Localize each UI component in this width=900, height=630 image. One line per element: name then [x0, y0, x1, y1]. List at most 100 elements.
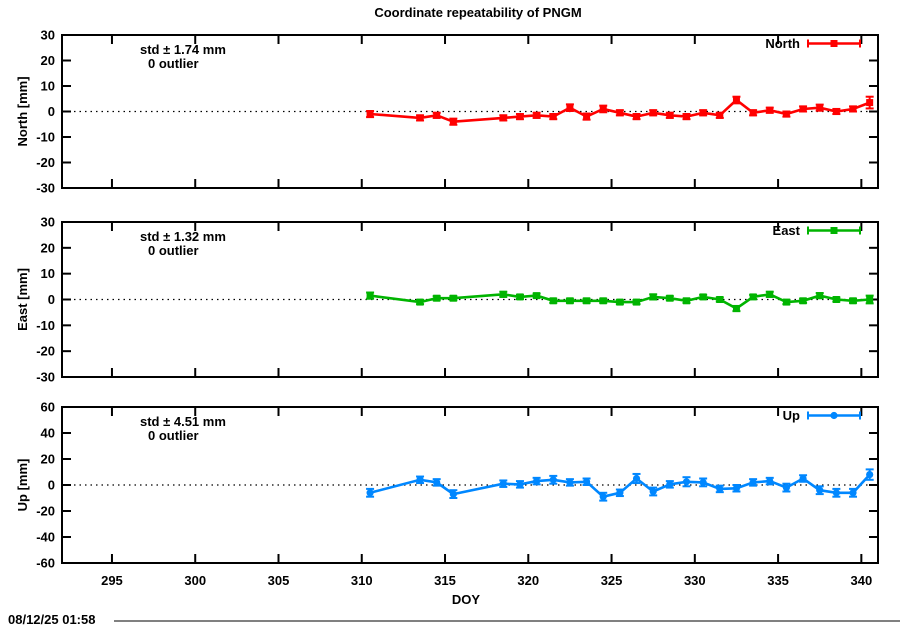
data-point	[766, 290, 774, 298]
data-point	[782, 484, 791, 492]
data-point	[699, 478, 707, 486]
data-point	[566, 297, 574, 305]
data-point	[416, 476, 424, 484]
y-tick-label: -40	[36, 530, 55, 545]
y-tick-label: -60	[36, 556, 55, 571]
outlier-count-label: 0 outlier	[148, 56, 199, 71]
data-point	[549, 113, 557, 121]
data-point	[533, 111, 541, 119]
data-point	[583, 297, 591, 305]
data-point	[433, 478, 441, 486]
x-tick-label: 340	[850, 573, 872, 588]
std-label: std ± 1.74 mm	[140, 42, 226, 57]
x-tick-label: 335	[767, 573, 789, 588]
legend: East	[773, 223, 861, 238]
data-point	[666, 111, 674, 119]
x-tick-label: 310	[351, 573, 373, 588]
data-point	[599, 297, 607, 305]
data-point	[599, 105, 607, 113]
data-point	[533, 292, 541, 300]
x-tick-label: 300	[184, 573, 206, 588]
data-point	[499, 290, 507, 298]
y-tick-label: 20	[41, 452, 55, 467]
data-point	[499, 480, 507, 488]
data-point	[849, 297, 857, 305]
data-point	[849, 105, 857, 113]
data-point	[682, 478, 691, 486]
data-point	[699, 109, 707, 117]
data-point	[616, 298, 624, 306]
panel-up: -60 -40 -20 0 20 40 60 std ± 4.51 mm0 outlier Up…	[15, 400, 879, 571]
y-tick-label: -20	[36, 504, 55, 519]
y-tick-label: 30	[41, 28, 55, 43]
data-point	[749, 478, 757, 486]
data-point	[732, 96, 740, 104]
data-point	[416, 298, 424, 306]
y-axis-label: East [mm]	[15, 268, 30, 331]
panel-border	[61, 406, 879, 564]
x-tick-label: 315	[434, 573, 456, 588]
y-tick-label: 10	[41, 79, 55, 94]
data-point	[549, 297, 557, 305]
y-tick-label: 60	[41, 400, 55, 415]
data-point	[749, 293, 757, 301]
data-point	[699, 293, 707, 301]
y-tick-label: -10	[36, 130, 55, 145]
data-point	[449, 490, 457, 498]
data-point	[832, 108, 840, 115]
y-tick-label: -10	[36, 318, 55, 333]
data-point	[366, 489, 374, 497]
data-point	[516, 480, 524, 488]
x-axis-label: DOY	[452, 592, 481, 607]
y-axis-label: Up [mm]	[15, 459, 30, 512]
chart-title: Coordinate repeatability of PNGM	[374, 5, 581, 20]
data-point	[866, 99, 874, 107]
data-point	[782, 110, 790, 118]
data-point	[649, 487, 657, 496]
data-point	[799, 297, 807, 305]
data-point	[566, 104, 574, 112]
data-point	[649, 109, 657, 117]
legend-label: Up	[783, 408, 800, 423]
data-point	[649, 293, 657, 301]
legend-sample-marker	[830, 40, 838, 47]
data-point	[616, 489, 624, 497]
y-tick-label: -20	[36, 344, 55, 359]
data-point	[682, 297, 690, 305]
y-tick-label: 30	[41, 215, 55, 230]
legend: Up	[783, 408, 861, 423]
y-tick-label: 0	[48, 478, 55, 493]
data-point	[516, 293, 524, 301]
legend-label: North	[765, 36, 800, 51]
data-point	[849, 489, 857, 497]
data-point	[449, 294, 457, 302]
data-point	[666, 294, 674, 302]
outlier-count-label: 0 outlier	[148, 428, 199, 443]
y-tick-label: 10	[41, 266, 55, 281]
outlier-count-label: 0 outlier	[148, 243, 199, 258]
std-label: std ± 4.51 mm	[140, 414, 226, 429]
data-point	[449, 118, 457, 126]
data-point	[732, 484, 741, 492]
data-point	[583, 113, 591, 121]
y-tick-label: 40	[41, 426, 55, 441]
data-point	[866, 471, 874, 479]
data-point	[633, 298, 641, 306]
data-point	[716, 485, 724, 493]
std-label: std ± 1.32 mm	[140, 229, 226, 244]
data-point	[633, 113, 641, 121]
data-point	[799, 474, 807, 483]
panel-border	[61, 34, 879, 189]
data-point	[582, 478, 591, 486]
data-point	[499, 114, 507, 122]
data-point	[799, 105, 807, 113]
y-tick-label: -30	[36, 181, 55, 196]
x-tick-label: 295	[101, 573, 123, 588]
data-point	[816, 486, 824, 494]
data-point	[766, 477, 774, 485]
data-point	[832, 296, 840, 303]
timestamp: 08/12/25 01:58	[8, 612, 95, 627]
y-tick-label: 20	[41, 53, 55, 68]
